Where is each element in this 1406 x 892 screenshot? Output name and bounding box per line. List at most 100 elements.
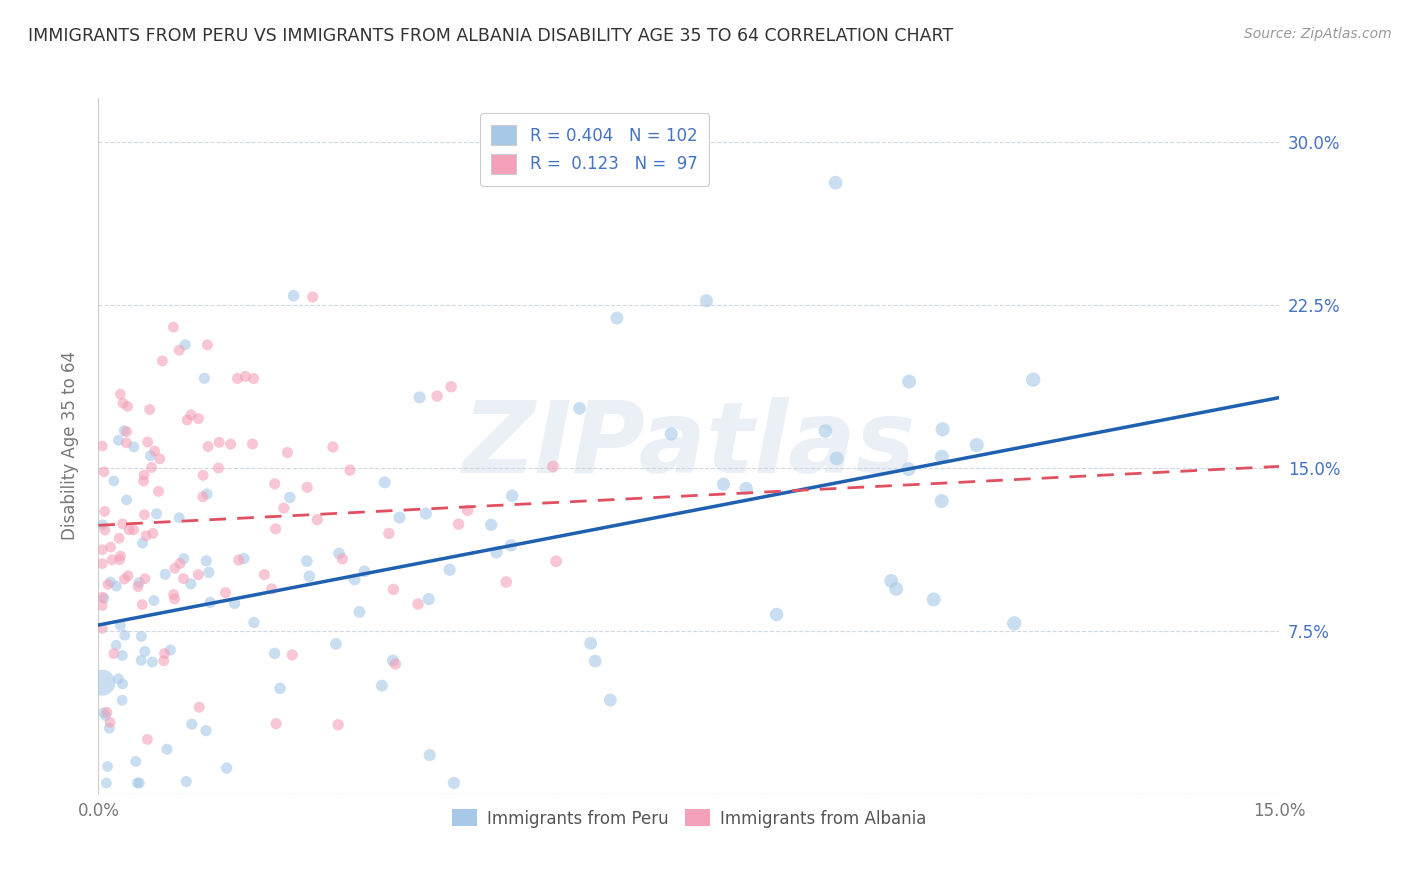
Point [406, 597, 429, 611]
Point [167, 343, 190, 358]
Point [814, 424, 837, 438]
Point [243, 615, 266, 630]
Point [207, 461, 229, 475]
Point [142, 526, 165, 541]
Point [93, 706, 115, 720]
Point [501, 489, 523, 503]
Point [371, 679, 394, 693]
Point [115, 492, 138, 507]
Point [173, 551, 195, 566]
Point [110, 549, 132, 563]
Point [298, 569, 321, 583]
Point [91, 621, 114, 635]
Point [898, 375, 921, 389]
Point [215, 761, 238, 775]
Point [93, 504, 115, 518]
Point [134, 644, 156, 658]
Point [131, 598, 153, 612]
Point [136, 435, 159, 450]
Point [118, 523, 141, 537]
Point [111, 516, 134, 531]
Point [381, 654, 404, 668]
Point [188, 700, 211, 714]
Point [415, 507, 437, 521]
Point [96, 705, 118, 719]
Point [260, 582, 283, 596]
Point [426, 389, 449, 403]
Point [228, 553, 250, 567]
Point [91, 557, 114, 571]
Point [155, 567, 177, 582]
Point [263, 646, 285, 660]
Point [880, 574, 903, 588]
Point [111, 648, 134, 663]
Point [349, 605, 371, 619]
Legend: Immigrants from Peru, Immigrants from Albania: Immigrants from Peru, Immigrants from Al… [444, 803, 934, 834]
Point [103, 474, 125, 488]
Point [112, 424, 135, 438]
Point [278, 491, 301, 505]
Point [197, 440, 219, 454]
Point [141, 460, 163, 475]
Point [408, 390, 430, 404]
Point [131, 629, 153, 643]
Point [735, 482, 758, 496]
Point [541, 459, 564, 474]
Point [253, 567, 276, 582]
Point [91, 590, 114, 604]
Point [169, 557, 191, 571]
Point [440, 380, 463, 394]
Point [322, 440, 344, 454]
Point [765, 607, 787, 622]
Point [111, 396, 134, 410]
Point [606, 311, 628, 326]
Point [108, 552, 131, 566]
Point [128, 776, 150, 790]
Point [176, 413, 198, 427]
Point [583, 654, 606, 668]
Point [378, 526, 401, 541]
Point [97, 577, 120, 591]
Point [193, 371, 215, 385]
Point [101, 553, 124, 567]
Point [103, 647, 125, 661]
Point [187, 567, 209, 582]
Point [163, 592, 186, 607]
Point [931, 422, 953, 436]
Point [145, 507, 167, 521]
Point [105, 638, 128, 652]
Point [129, 653, 152, 667]
Point [325, 637, 347, 651]
Point [135, 529, 157, 543]
Point [825, 451, 848, 466]
Point [295, 480, 318, 494]
Point [897, 462, 920, 476]
Point [198, 595, 221, 609]
Point [115, 435, 138, 450]
Point [1002, 616, 1025, 631]
Point [127, 580, 149, 594]
Point [447, 517, 470, 532]
Point [91, 439, 114, 453]
Point [485, 545, 508, 559]
Point [91, 599, 114, 613]
Text: ZIPatlas: ZIPatlas [463, 398, 915, 494]
Point [191, 468, 214, 483]
Point [139, 449, 162, 463]
Point [931, 494, 953, 508]
Point [443, 776, 465, 790]
Point [174, 338, 197, 352]
Point [128, 575, 150, 590]
Point [110, 618, 132, 632]
Point [328, 717, 350, 731]
Point [136, 732, 159, 747]
Point [695, 293, 717, 308]
Point [273, 501, 295, 516]
Point [418, 592, 440, 607]
Point [180, 577, 202, 591]
Point [264, 716, 287, 731]
Point [156, 742, 179, 756]
Point [966, 438, 988, 452]
Point [384, 657, 406, 671]
Point [93, 465, 115, 479]
